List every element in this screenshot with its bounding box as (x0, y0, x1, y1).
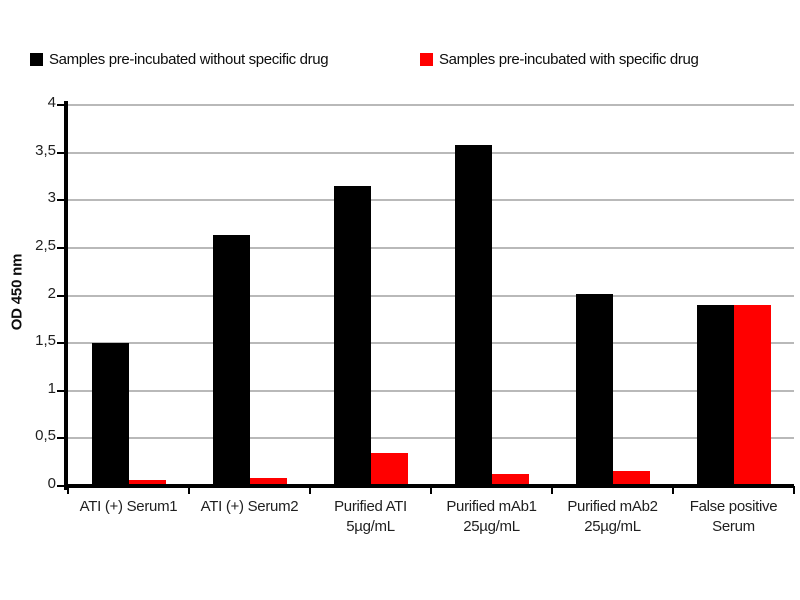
gridline (68, 342, 794, 345)
gridline (68, 246, 794, 249)
x-axis-line (64, 484, 794, 488)
y-axis-tick (57, 342, 66, 345)
y-axis-tick (57, 294, 66, 297)
x-axis-tick (551, 486, 553, 494)
y-axis-tick (57, 389, 66, 392)
bar-with-drug (370, 452, 408, 486)
bar-without-drug (696, 305, 734, 486)
y-axis-tick (57, 437, 66, 440)
x-axis-tick (188, 486, 190, 494)
y-axis-tick-label: 2 (47, 284, 56, 302)
legend-swatch-without-drug (30, 53, 43, 66)
x-axis-category-label: Purified ATI 5µg/mL (334, 498, 407, 535)
bar-without-drug (212, 235, 250, 486)
x-axis-tick (67, 486, 69, 494)
legend-label-with-drug: Samples pre-incubated with specific drug (439, 51, 699, 68)
y-axis-tick-label: 3,5 (35, 141, 56, 159)
gridline (68, 104, 794, 106)
gridline (68, 437, 794, 440)
x-axis-category-label: ATI (+) Serum1 (79, 498, 178, 515)
gridline (68, 294, 794, 297)
y-axis-tick-label: 1,5 (35, 332, 56, 350)
y-axis-tick-label: 3 (47, 189, 56, 207)
bar-with-drug (491, 473, 529, 486)
x-axis-tick (430, 486, 432, 494)
legend-swatch-with-drug (420, 53, 433, 66)
x-axis-category-label: Purified mAb1 25µg/mL (446, 498, 537, 535)
bar-with-drug (249, 478, 287, 486)
legend-item-with-drug: Samples pre-incubated with specific drug (420, 51, 699, 68)
legend-item-without-drug: Samples pre-incubated without specific d… (30, 51, 329, 68)
y-axis-tick-label: 1 (47, 379, 56, 397)
y-axis-tick (57, 104, 66, 106)
y-axis-tick-label: 0 (47, 475, 56, 492)
x-axis-category-label: Purified mAb2 25µg/mL (567, 498, 658, 535)
gridline (68, 389, 794, 392)
x-axis-category-label: ATI (+) Serum2 (200, 498, 299, 515)
y-axis-tick (57, 151, 66, 154)
x-axis-category-label: False positive Serum (689, 498, 778, 535)
x-axis-tick (672, 486, 674, 494)
bar-with-drug (128, 480, 166, 486)
y-axis-line (64, 101, 68, 490)
y-axis-tick (57, 199, 66, 202)
y-axis-tick-label: 0,5 (35, 427, 56, 445)
y-axis-tick (57, 246, 66, 249)
y-axis-tick-label: 2,5 (35, 236, 56, 254)
x-axis-tick (793, 486, 795, 494)
bar-without-drug (333, 185, 371, 486)
y-axis-tick-label: 4 (47, 94, 56, 111)
bar-with-drug (612, 470, 650, 486)
gridline (68, 199, 794, 202)
x-axis-tick (309, 486, 311, 494)
bar-without-drug (454, 145, 492, 486)
y-axis-tick (57, 485, 66, 487)
legend-label-without-drug: Samples pre-incubated without specific d… (49, 51, 329, 68)
gridline (68, 151, 794, 154)
bar-with-drug (733, 305, 771, 486)
bar-without-drug (575, 293, 613, 486)
bar-without-drug (91, 343, 129, 486)
